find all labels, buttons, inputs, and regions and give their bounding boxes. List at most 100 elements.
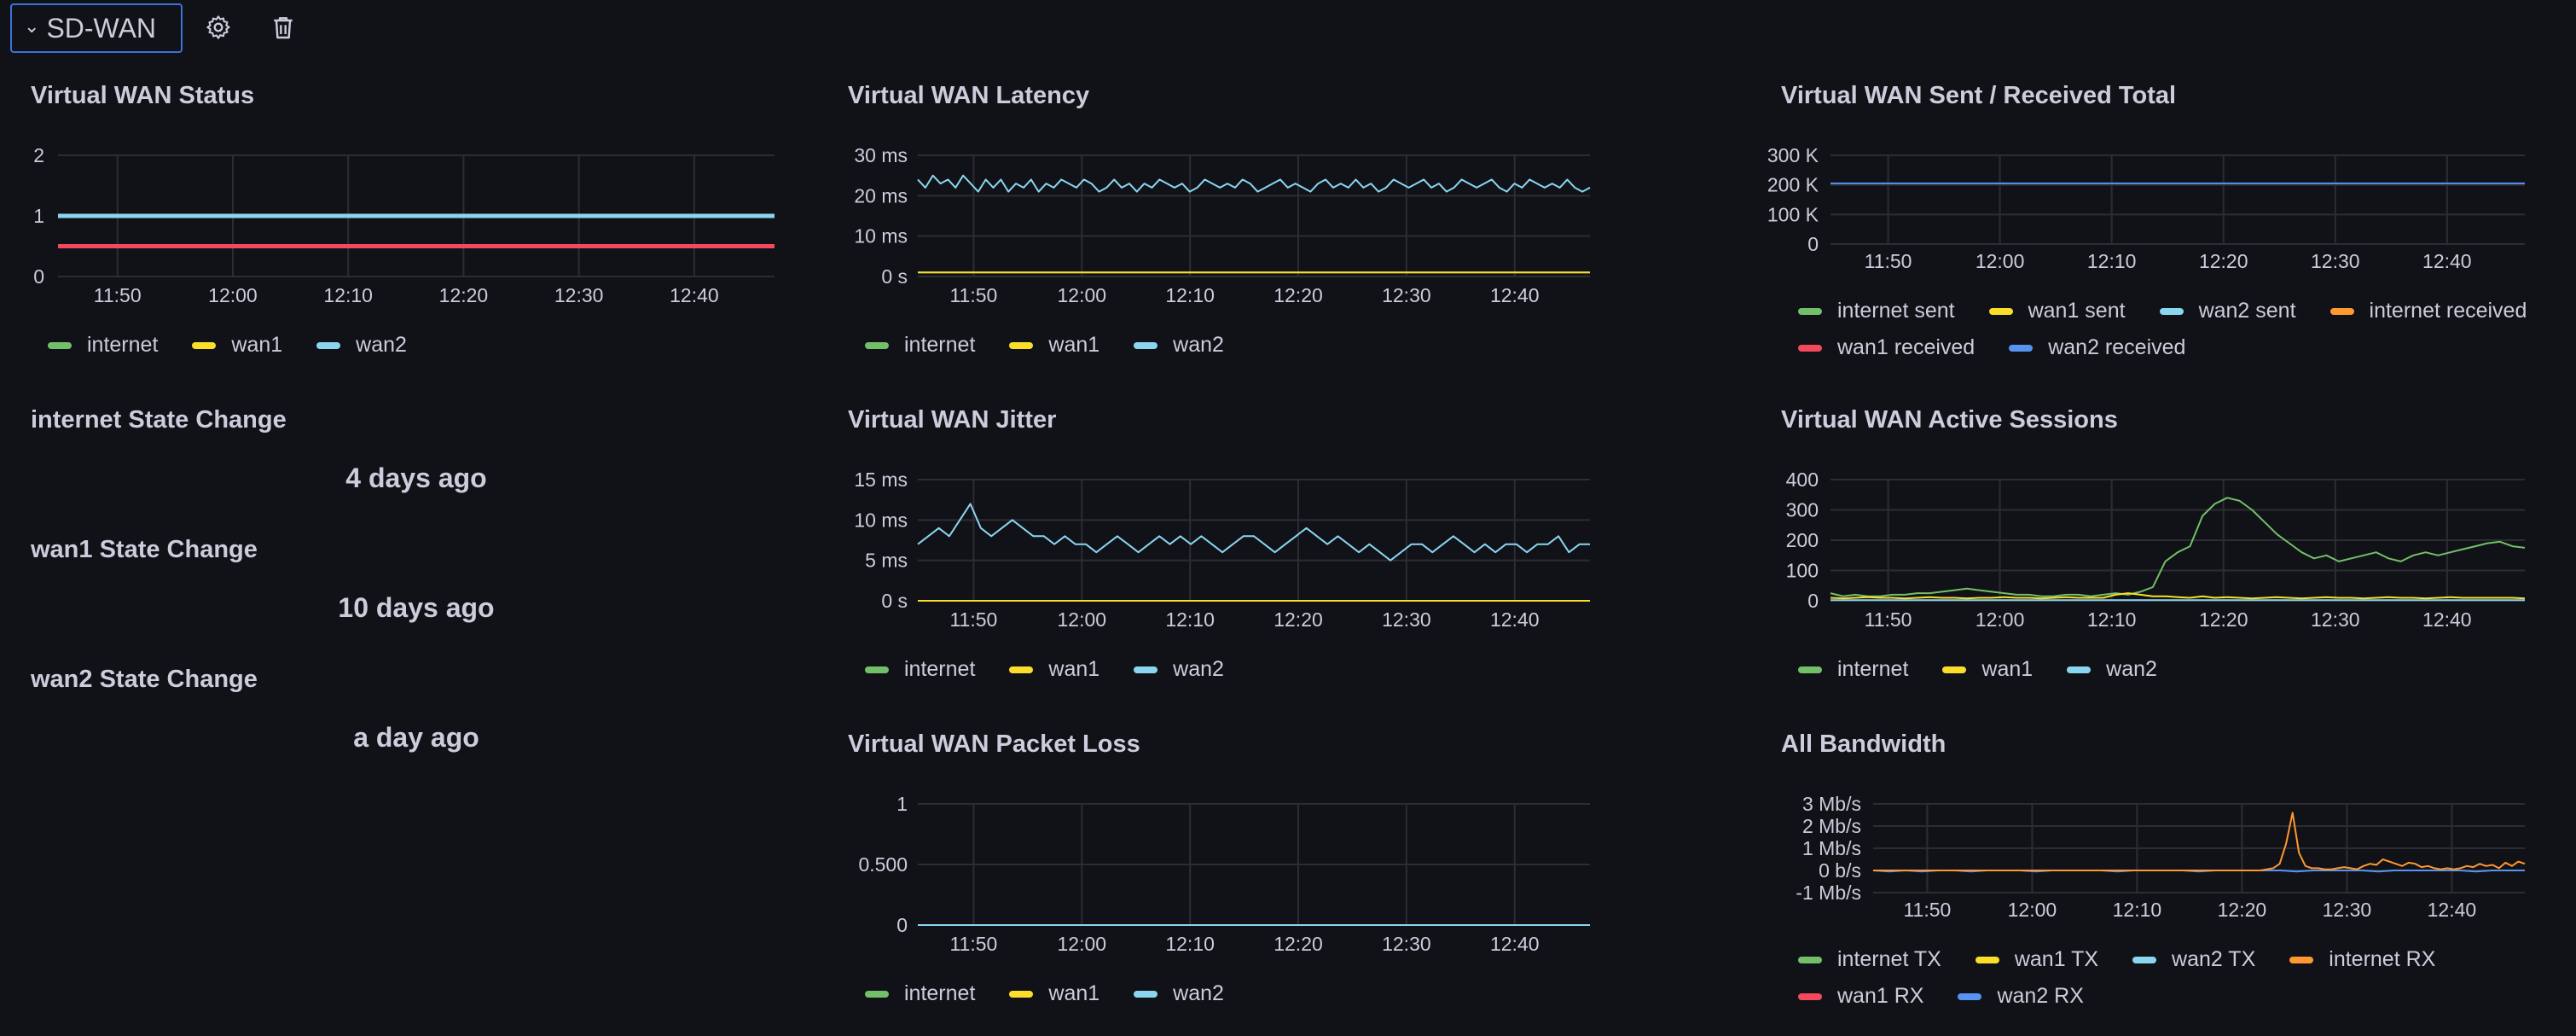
packet-loss-legend: internet wan1 wan2 [865, 981, 1547, 1006]
panel-title-sent-received: Virtual WAN Sent / Received Total [1781, 82, 2177, 109]
legend-item-wan1[interactable]: wan1 [1009, 333, 1099, 358]
sessions-y-tick-label: 100 [1786, 560, 1819, 582]
legend-label: internet RX [2329, 947, 2436, 971]
legend-item-internet[interactable]: internet [865, 657, 975, 682]
legend-swatch [1009, 990, 1034, 998]
legend-item-internet-tx[interactable]: internet TX [1798, 947, 1941, 972]
latency-x-tick-label: 12:30 [1382, 284, 1431, 306]
sessions-x-tick-label: 11:50 [1865, 608, 1912, 631]
legend-item-internet-sent[interactable]: internet sent [1798, 299, 1955, 323]
jitter-y-tick-label: 10 ms [854, 509, 908, 531]
panel-title-status: Virtual WAN Status [31, 82, 255, 109]
legend-swatch [2329, 307, 2354, 315]
legend-label: wan2 [356, 333, 407, 357]
bandwidth-series-internet-RX [1873, 812, 2526, 871]
latency-x-tick-label: 12:10 [1165, 284, 1215, 306]
legend-item-internet-rx[interactable]: internet RX [2289, 947, 2435, 972]
sent_received-x-tick-label: 12:20 [2199, 250, 2248, 272]
legend-item-wan2[interactable]: wan2 [1134, 333, 1224, 358]
sessions-y-tick-label: 0 [1807, 590, 1819, 612]
legend-item-internet[interactable]: internet [1798, 657, 1908, 682]
legend-label: wan2 sent [2198, 299, 2296, 323]
sent_received-x-tick-label: 12:30 [2311, 250, 2360, 272]
legend-label: internet [87, 333, 159, 357]
bandwidth-y-tick-label: 0 b/s [1819, 859, 1861, 882]
legend-label: wan2 received [2048, 335, 2186, 359]
status-y-tick-label: 0 [33, 265, 44, 288]
legend-swatch [865, 341, 889, 349]
panel-title-internet-state: internet State Change [31, 406, 287, 434]
wan2-state-value: a day ago [353, 722, 479, 753]
latency-x-tick-label: 12:20 [1273, 284, 1323, 306]
legend-item-wan1[interactable]: wan1 [1009, 981, 1099, 1006]
legend-item-wan1-sent[interactable]: wan1 sent [1988, 299, 2126, 323]
legend-item-wan2-sent[interactable]: wan2 sent [2159, 299, 2296, 323]
legend-item-wan2[interactable]: wan2 [2067, 657, 2157, 682]
bandwidth-y-tick-label: 3 Mb/s [1802, 793, 1861, 815]
legend-item-wan1[interactable]: wan1 [1009, 657, 1099, 682]
bandwidth-x-tick-label: 12:00 [2008, 899, 2057, 921]
legend-item-wan2[interactable]: wan2 [1134, 981, 1224, 1006]
legend-item-internet-received[interactable]: internet received [2329, 299, 2527, 323]
legend-item-internet[interactable]: internet [865, 333, 975, 358]
legend-label: internet TX [1837, 947, 1941, 971]
legend-label: wan1 received [1837, 335, 1976, 359]
legend-swatch [1009, 666, 1034, 673]
legend-swatch [1134, 341, 1158, 349]
jitter-series-wan2 [917, 503, 1590, 562]
legend-swatch [2289, 956, 2314, 963]
jitter-x-tick-label: 12:20 [1273, 608, 1323, 631]
legend-swatch [1798, 956, 1822, 963]
panel-title-wan1-state: wan1 State Change [31, 536, 258, 563]
sent_received-y-tick-label: 200 K [1767, 174, 1819, 196]
sessions-x-tick-label: 12:00 [1976, 608, 2025, 631]
sessions-x-tick-label: 12:40 [2422, 608, 2472, 631]
legend-item-internet[interactable]: internet [48, 333, 158, 358]
latency-x-tick-label: 11:50 [949, 284, 997, 306]
legend-swatch [2009, 344, 2034, 352]
legend-swatch [865, 990, 889, 998]
sent_received-x-tick-label: 12:00 [1976, 250, 2025, 272]
legend-item-wan2[interactable]: wan2 [1134, 657, 1224, 682]
legend-item-wan1[interactable]: wan1 [192, 333, 282, 358]
gear-icon[interactable] [205, 14, 232, 41]
row-collapse-toggle[interactable]: ⌄ SD-WAN [10, 3, 183, 53]
legend-item-wan2-tx[interactable]: wan2 TX [2132, 947, 2255, 972]
status-legend: internet wan1 wan2 [48, 333, 730, 358]
sent-received-legend: internet sent wan1 sent wan2 sent intern… [1798, 299, 2549, 360]
bandwidth-x-tick-label: 11:50 [1903, 899, 1951, 921]
jitter-x-tick-label: 12:10 [1165, 608, 1215, 631]
legend-label: internet [904, 333, 976, 357]
legend-label: wan1 [1981, 657, 2034, 681]
status-x-tick-label: 12:10 [323, 284, 373, 306]
legend-item-wan1-tx[interactable]: wan1 TX [1975, 947, 2098, 972]
legend-swatch [1798, 666, 1822, 673]
legend-item-wan1[interactable]: wan1 [1942, 657, 2033, 682]
legend-item-wan2[interactable]: wan2 [316, 333, 407, 358]
legend-swatch [1798, 344, 1822, 352]
status-x-tick-label: 12:30 [554, 284, 604, 306]
bandwidth-y-tick-label: -1 Mb/s [1796, 882, 1861, 904]
sent_received-y-tick-label: 0 [1807, 233, 1819, 255]
legend-label: wan1 [1048, 333, 1100, 357]
legend-label: wan1 [1048, 657, 1100, 681]
row-title: SD-WAN [46, 12, 157, 44]
packet_loss-y-tick-label: 0 [896, 914, 908, 936]
legend-swatch [1975, 956, 1999, 963]
legend-item-internet[interactable]: internet [865, 981, 975, 1006]
trash-icon[interactable] [270, 14, 297, 41]
jitter-y-tick-label: 15 ms [854, 469, 908, 491]
status-x-tick-label: 11:50 [94, 284, 142, 306]
jitter-x-tick-label: 12:00 [1057, 608, 1106, 631]
legend-swatch [1942, 666, 1967, 673]
legend-item-wan2-rx[interactable]: wan2 RX [1958, 984, 2084, 1009]
legend-label: wan2 [1173, 981, 1224, 1005]
packet_loss-x-tick-label: 12:30 [1382, 933, 1431, 955]
legend-label: wan1 RX [1837, 984, 1924, 1008]
bandwidth-x-tick-label: 12:20 [2218, 899, 2267, 921]
legend-item-wan1-received[interactable]: wan1 received [1798, 335, 1975, 360]
legend-label: internet [904, 657, 976, 681]
legend-item-wan1-rx[interactable]: wan1 RX [1798, 984, 1923, 1009]
legend-item-wan2-received[interactable]: wan2 received [2009, 335, 2185, 360]
